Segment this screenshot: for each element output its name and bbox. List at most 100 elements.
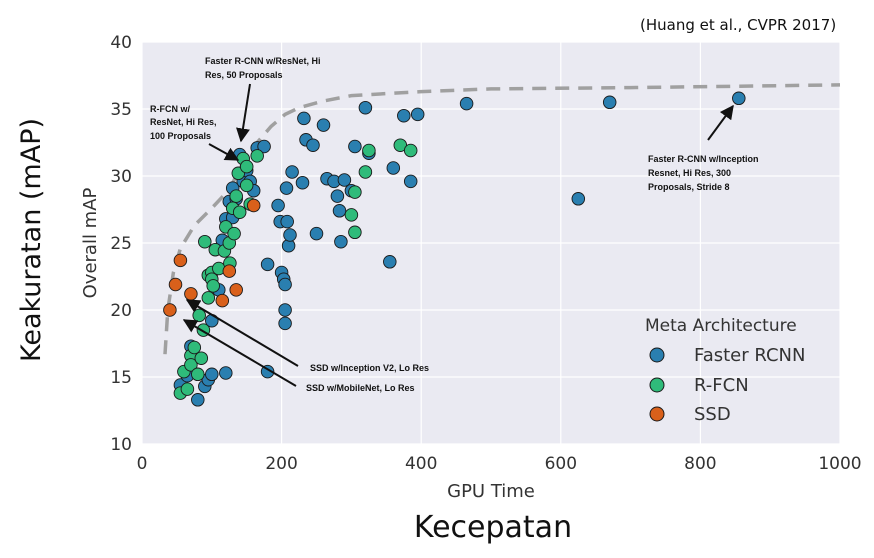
annotation-frcnn-resnet-line2: Res, 50 Proposals [205,70,283,80]
annotation-rfcn-line3: 100 Proposals [150,131,211,141]
point-r-fcn [180,382,195,396]
point-faster-rcnn [297,111,311,126]
x-caption-kecepatan: Kecepatan [414,510,572,545]
x-axis-label: GPU Time [447,481,535,502]
annotation-frcnn-resnet-arrow [236,83,251,143]
point-r-fcn [239,178,254,193]
annotation-frcnn-inception-arrow [707,104,734,141]
point-r-fcn [227,226,241,241]
point-faster-rcnn [316,118,331,132]
point-r-fcn [232,205,247,219]
annotation-ssd-inception-arrow [185,299,299,367]
y-caption-keakuratan: Keakuratan (mAP) [16,118,47,362]
point-faster-rcnn [410,107,425,122]
point-faster-rcnn [306,138,320,152]
point-faster-rcnn [571,192,586,206]
point-faster-rcnn [358,100,373,115]
x-tick-label: 0 [137,454,148,474]
point-r-fcn [194,351,209,365]
legend-marker-r-fcn [649,377,665,393]
legend-label-ssd: SSD [694,404,731,425]
legend: Meta Architecture Faster RCNN R-FCN SSD [645,316,805,425]
annotation-frcnn-inception-line1: Faster R-CNN w/Inception [648,154,759,164]
point-faster-rcnn [278,303,292,317]
point-ssd [168,277,183,292]
y-tick-label: 10 [110,435,132,455]
point-r-fcn [362,143,376,158]
point-r-fcn [403,143,418,158]
annotation-ssd-mobilenet: SSD w/MobileNet, Lo Res [182,319,415,393]
y-tick-label: 15 [110,368,132,388]
y-tick-label: 40 [110,33,132,53]
annotation-ssd-inception-text: SSD w/Inception V2, Lo Res [310,363,429,373]
point-faster-rcnn [309,226,324,241]
y-tick-label: 20 [110,301,132,321]
legend-marker-faster-rcnn [649,347,665,363]
point-r-fcn [206,279,220,293]
point-faster-rcnn [278,316,292,331]
point-ssd [163,303,177,317]
point-ssd [184,287,198,301]
point-faster-rcnn [602,95,617,110]
point-faster-rcnn [295,175,310,190]
y-tick-label: 25 [110,234,132,254]
point-r-fcn [250,149,264,163]
annotation-frcnn-resnet: Faster R-CNN w/ResNet, Hi Res, 50 Propos… [205,56,321,143]
point-r-fcn [348,185,362,199]
point-r-fcn [191,367,205,382]
x-tick-label: 600 [545,454,577,474]
point-r-fcn [187,340,202,355]
point-r-fcn [344,208,359,222]
x-tick-label: 400 [405,454,437,474]
point-ssd [229,283,243,297]
point-faster-rcnn [219,366,233,380]
pareto-frontier-line [163,83,841,355]
citation-text: (Huang et al., CVPR 2017) [640,16,836,34]
point-faster-rcnn [383,255,397,269]
annotation-rfcn-line1: R-FCN w/ [150,104,190,114]
point-faster-rcnn [732,91,746,106]
legend-label-r-fcn: R-FCN [694,375,749,396]
annotation-frcnn-inception-line2: Resnet, Hi Res, 300 [648,168,731,178]
x-tick-label: 800 [684,454,716,474]
annotation-ssd-mobilenet-text: SSD w/MobileNet, Lo Res [306,383,415,393]
point-faster-rcnn [459,96,474,111]
point-faster-rcnn [348,139,362,154]
x-tick-label: 1000 [818,454,861,474]
point-r-fcn [201,291,216,305]
point-r-fcn [198,234,212,249]
annotation-rfcn-resnet: R-FCN w/ ResNet, Hi Res, 100 Proposals [150,104,240,161]
point-faster-rcnn [283,228,297,242]
point-faster-rcnn [205,367,219,382]
point-ssd [215,293,230,308]
point-faster-rcnn [397,108,411,123]
annotation-frcnn-inception-line3: Proposals, Stride 8 [648,182,730,192]
annotation-frcnn-resnet-line1: Faster R-CNN w/ResNet, Hi [205,56,321,66]
legend-title: Meta Architecture [645,316,797,336]
point-ssd [246,198,261,213]
point-faster-rcnn [260,257,275,272]
point-r-fcn [358,165,373,179]
annotation-ssd-inception: SSD w/Inception V2, Lo Res [185,299,429,373]
annotation-rfcn-line2: ResNet, Hi Res, [150,117,217,127]
x-tick-labels: 0 200 400 600 800 1000 [137,454,862,474]
annotation-rfcn-arrow [208,143,240,161]
point-r-fcn [229,189,243,203]
point-faster-rcnn [386,161,401,175]
point-faster-rcnn [330,189,345,203]
point-r-fcn [184,358,198,372]
annotation-frcnn-inception: Faster R-CNN w/Inception Resnet, Hi Res,… [648,104,759,192]
point-faster-rcnn [332,204,347,218]
point-faster-rcnn [279,181,294,195]
point-ssd [222,264,237,278]
legend-label-faster-rcnn: Faster RCNN [694,345,805,366]
point-r-fcn [239,159,254,174]
point-r-fcn [348,225,362,240]
point-faster-rcnn [403,174,418,189]
y-tick-label: 35 [110,100,132,120]
point-faster-rcnn [257,139,271,154]
point-faster-rcnn [271,198,285,213]
point-faster-rcnn [278,277,292,292]
point-faster-rcnn [334,234,348,249]
point-faster-rcnn [285,165,299,179]
